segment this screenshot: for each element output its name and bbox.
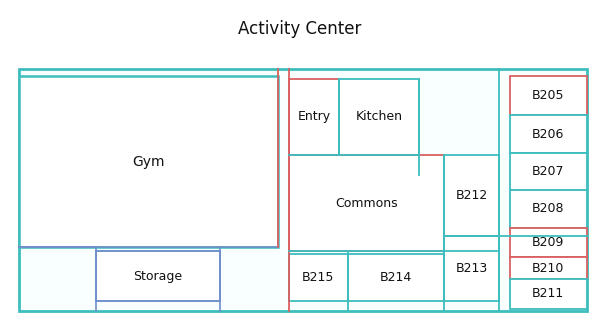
Text: B215: B215 — [302, 271, 335, 284]
Text: B214: B214 — [380, 271, 412, 284]
Bar — [289, 79, 339, 155]
Bar — [510, 257, 587, 279]
Text: B210: B210 — [532, 262, 565, 275]
Bar — [510, 153, 587, 190]
Bar — [510, 76, 587, 116]
Text: Entry: Entry — [298, 111, 331, 123]
Text: Kitchen: Kitchen — [356, 111, 403, 123]
Text: Storage: Storage — [134, 269, 183, 283]
Text: B209: B209 — [532, 236, 565, 249]
Bar — [19, 69, 587, 311]
Bar — [289, 254, 348, 301]
Text: Activity Center: Activity Center — [238, 20, 362, 38]
Text: Gym: Gym — [133, 155, 165, 169]
Bar — [510, 190, 587, 227]
Bar — [96, 251, 220, 301]
Text: B206: B206 — [532, 128, 565, 141]
Text: B213: B213 — [455, 262, 488, 275]
Bar — [445, 237, 499, 301]
Bar — [510, 116, 587, 153]
Bar — [348, 254, 445, 301]
Bar — [19, 76, 278, 247]
Bar — [289, 155, 445, 251]
Text: B207: B207 — [532, 165, 565, 178]
Text: B208: B208 — [532, 202, 565, 215]
Bar — [445, 155, 499, 237]
Bar — [339, 79, 419, 155]
Bar — [510, 227, 587, 257]
Bar — [510, 279, 587, 309]
Text: B205: B205 — [532, 89, 565, 102]
Text: B211: B211 — [532, 288, 565, 300]
Text: Commons: Commons — [335, 197, 398, 210]
Text: B212: B212 — [455, 189, 488, 202]
